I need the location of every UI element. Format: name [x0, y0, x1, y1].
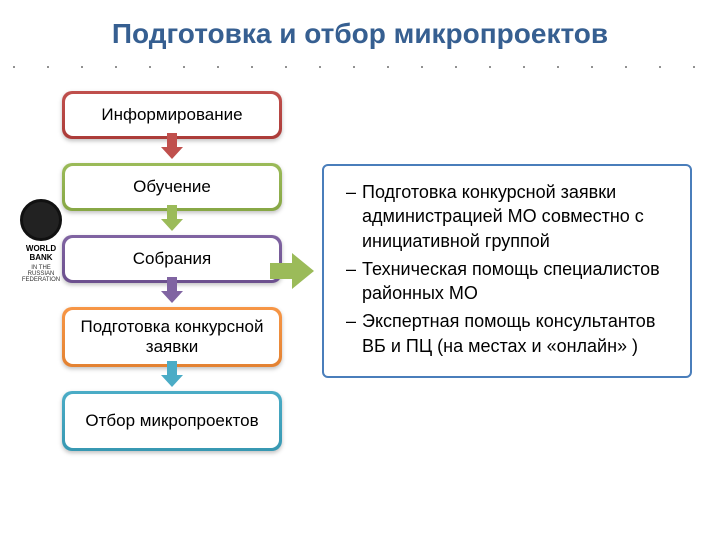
flow-column: Информирование Обучение Собрания Подготовка… — [62, 89, 282, 453]
logo-column: WORLD BANK IN THE RUSSIAN FEDERATION — [20, 89, 62, 453]
down-arrow-icon — [161, 147, 183, 159]
info-item: Экспертная помощь консультантов ВБ и ПЦ … — [346, 309, 676, 358]
info-box: Подготовка конкурсной заявки администрац… — [322, 164, 692, 378]
down-arrow-icon — [161, 219, 183, 231]
logo-text: WORLD BANK — [20, 245, 62, 263]
page-title: Подготовка и отбор микропроектов — [0, 18, 720, 50]
stage-box: Собрания — [62, 235, 282, 283]
stage-label: Отбор микропроектов — [65, 394, 279, 448]
stage-box: Информирование — [62, 91, 282, 139]
stage-label: Обучение — [65, 166, 279, 208]
world-bank-globe-icon — [20, 199, 62, 241]
logo-subtext: IN THE RUSSIAN FEDERATION — [20, 265, 62, 283]
info-column: Подготовка конкурсной заявки администрац… — [314, 164, 700, 378]
stage-box: Отбор микропроектов — [62, 391, 282, 451]
decorative-dots: . . . . . . . . . . . . . . . . . . . . … — [0, 52, 720, 73]
stage-label: Информирование — [65, 94, 279, 136]
stage-box: Обучение — [62, 163, 282, 211]
stage-label: Подготовка конкурсной заявки — [65, 310, 279, 364]
info-item: Подготовка конкурсной заявки администрац… — [346, 180, 676, 253]
down-arrow-icon — [161, 291, 183, 303]
down-arrow-icon — [161, 375, 183, 387]
info-item: Техническая помощь специалистов районных… — [346, 257, 676, 306]
main-content: WORLD BANK IN THE RUSSIAN FEDERATION Инф… — [0, 89, 720, 453]
info-row: Подготовка конкурсной заявки администрац… — [282, 89, 700, 453]
stage-label: Собрания — [65, 238, 279, 280]
big-arrow-icon — [292, 253, 314, 289]
stage-box: Подготовка конкурсной заявки — [62, 307, 282, 367]
